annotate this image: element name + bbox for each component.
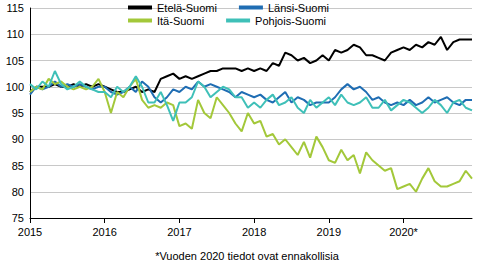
svg-text:2019: 2019 — [317, 226, 341, 238]
svg-text:95: 95 — [12, 107, 24, 119]
svg-text:2018: 2018 — [242, 226, 266, 238]
svg-text:2015: 2015 — [18, 226, 42, 238]
svg-text:110: 110 — [6, 28, 24, 40]
svg-text:2017: 2017 — [167, 226, 191, 238]
svg-text:100: 100 — [6, 81, 24, 93]
svg-text:*Vuoden 2020 tiedot ovat ennak: *Vuoden 2020 tiedot ovat ennakollisia — [155, 250, 340, 262]
svg-text:Länsi-Suomi: Länsi-Suomi — [268, 2, 329, 14]
svg-text:Etelä-Suomi: Etelä-Suomi — [157, 2, 217, 14]
svg-text:2016: 2016 — [92, 226, 116, 238]
svg-text:Itä-Suomi: Itä-Suomi — [157, 15, 204, 27]
svg-text:105: 105 — [6, 55, 24, 67]
svg-text:90: 90 — [12, 133, 24, 145]
svg-text:85: 85 — [12, 160, 24, 172]
svg-text:115: 115 — [6, 2, 24, 14]
svg-text:Pohjois-Suomi: Pohjois-Suomi — [255, 15, 326, 27]
svg-text:2020*: 2020* — [389, 226, 418, 238]
svg-text:80: 80 — [12, 186, 24, 198]
svg-text:75: 75 — [12, 212, 24, 224]
